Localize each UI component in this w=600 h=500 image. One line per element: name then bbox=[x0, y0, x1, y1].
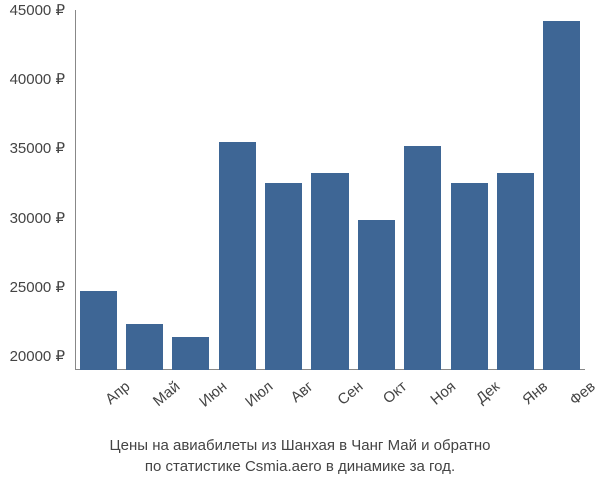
x-tick-label: Апр bbox=[102, 378, 133, 408]
y-axis-line bbox=[75, 10, 76, 370]
x-tick-label: Янв bbox=[520, 378, 552, 408]
bar bbox=[358, 220, 395, 370]
chart-caption: Цены на авиабилеты из Шанхая в Чанг Май … bbox=[0, 435, 600, 477]
plot-area: 20000 ₽25000 ₽30000 ₽35000 ₽40000 ₽45000… bbox=[75, 10, 585, 370]
bar bbox=[497, 173, 534, 370]
x-tick-label: Июн bbox=[196, 378, 230, 411]
x-tick-label: Ноя bbox=[427, 378, 459, 409]
y-tick-label: 30000 ₽ bbox=[10, 209, 65, 227]
bar bbox=[219, 142, 256, 370]
x-tick-label: Дек bbox=[473, 378, 503, 407]
y-tick-label: 40000 ₽ bbox=[10, 70, 65, 88]
bar bbox=[126, 324, 163, 370]
x-tick-label: Авг bbox=[287, 378, 316, 406]
x-tick-label: Окт bbox=[380, 378, 410, 407]
bar bbox=[80, 291, 117, 370]
bar bbox=[265, 183, 302, 370]
bar bbox=[172, 337, 209, 370]
caption-line-1: Цены на авиабилеты из Шанхая в Чанг Май … bbox=[110, 437, 491, 454]
x-tick-label: Июл bbox=[242, 378, 276, 411]
y-tick-label: 20000 ₽ bbox=[10, 347, 65, 365]
bar bbox=[404, 146, 441, 370]
x-tick-label: Май bbox=[149, 378, 182, 410]
price-chart: 20000 ₽25000 ₽30000 ₽35000 ₽40000 ₽45000… bbox=[75, 10, 585, 370]
bar bbox=[311, 173, 348, 370]
bar bbox=[451, 183, 488, 370]
y-tick-label: 45000 ₽ bbox=[10, 1, 65, 19]
bar bbox=[543, 21, 580, 370]
y-tick-label: 35000 ₽ bbox=[10, 139, 65, 157]
caption-line-2: по статистике Csmia.aero в динамике за г… bbox=[145, 458, 455, 475]
x-tick-label: Сен bbox=[334, 378, 366, 409]
y-tick-label: 25000 ₽ bbox=[10, 278, 65, 296]
x-tick-label: Фев bbox=[566, 378, 598, 409]
